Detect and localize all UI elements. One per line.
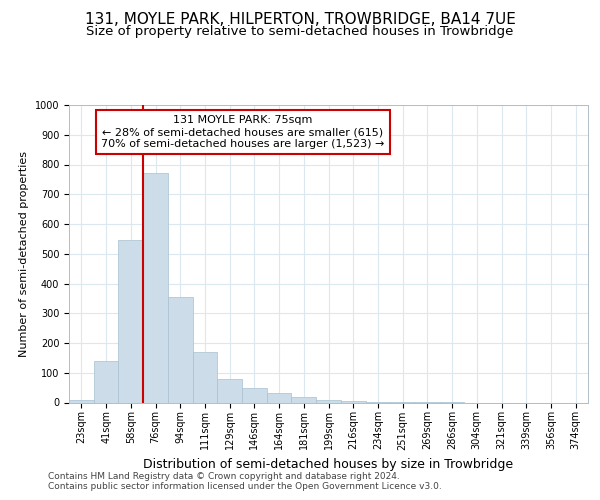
Bar <box>341 401 365 402</box>
Text: Contains HM Land Registry data © Crown copyright and database right 2024.: Contains HM Land Registry data © Crown c… <box>48 472 400 481</box>
Bar <box>118 240 143 402</box>
Bar <box>143 174 168 402</box>
Bar <box>316 400 341 402</box>
Bar <box>94 362 118 403</box>
Text: 131, MOYLE PARK, HILPERTON, TROWBRIDGE, BA14 7UE: 131, MOYLE PARK, HILPERTON, TROWBRIDGE, … <box>85 12 515 28</box>
Bar <box>242 388 267 402</box>
Bar <box>217 378 242 402</box>
Text: Contains public sector information licensed under the Open Government Licence v3: Contains public sector information licen… <box>48 482 442 491</box>
Y-axis label: Number of semi-detached properties: Number of semi-detached properties <box>19 151 29 357</box>
Bar <box>292 398 316 402</box>
Bar <box>193 352 217 403</box>
Text: 131 MOYLE PARK: 75sqm
← 28% of semi-detached houses are smaller (615)
70% of sem: 131 MOYLE PARK: 75sqm ← 28% of semi-deta… <box>101 116 385 148</box>
X-axis label: Distribution of semi-detached houses by size in Trowbridge: Distribution of semi-detached houses by … <box>143 458 514 471</box>
Bar <box>69 400 94 402</box>
Bar <box>168 297 193 403</box>
Text: Size of property relative to semi-detached houses in Trowbridge: Size of property relative to semi-detach… <box>86 25 514 38</box>
Bar <box>267 392 292 402</box>
